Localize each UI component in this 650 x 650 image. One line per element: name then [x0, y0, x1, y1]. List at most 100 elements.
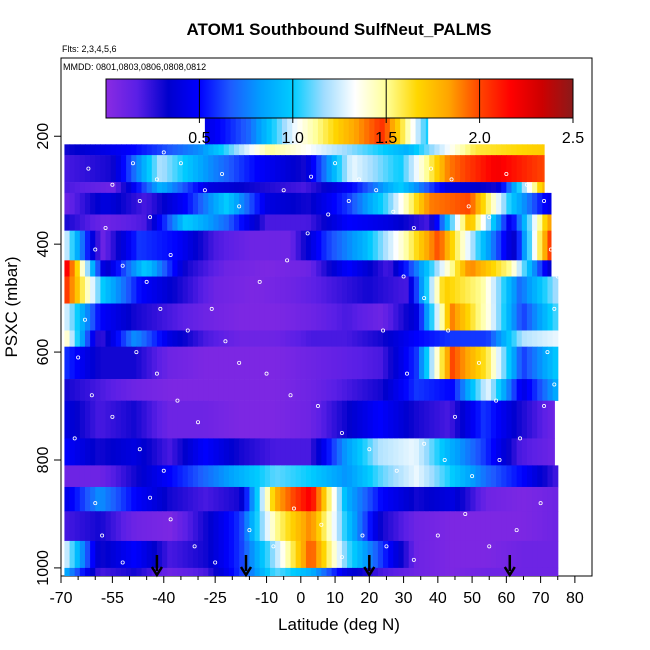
heatmap-cell [418, 303, 425, 331]
heatmap-cell [208, 400, 215, 439]
heatmap-cell [316, 330, 322, 347]
heatmap-cell [295, 260, 302, 277]
heatmap-cell [331, 260, 338, 277]
heatmap-cell [256, 103, 263, 145]
heatmap-cell [398, 144, 405, 156]
heatmap-cell [511, 260, 518, 277]
heatmap-cell [418, 330, 425, 347]
heatmap-cell [110, 379, 117, 401]
heatmap-cell [305, 567, 312, 576]
heatmap-cell [526, 230, 533, 261]
heatmap-cell [64, 346, 71, 380]
sample-point [209, 306, 214, 311]
heatmap-cell [64, 438, 71, 466]
heatmap-cell [244, 182, 251, 194]
heatmap-cell [172, 182, 179, 194]
heatmap-cell [141, 182, 148, 194]
heatmap-cell [485, 155, 492, 183]
heatmap-cell [454, 379, 461, 401]
heatmap-cell [413, 303, 420, 331]
heatmap-cell [532, 155, 538, 183]
heatmap-cell [90, 486, 96, 512]
heatmap-cell [90, 330, 96, 347]
sample-point [288, 393, 293, 398]
heatmap-cell [300, 182, 307, 194]
heatmap-cell [198, 144, 204, 156]
heatmap-cell [413, 214, 420, 231]
heatmap-cell [347, 155, 353, 183]
heatmap-cell [516, 346, 523, 380]
sample-point [93, 501, 98, 506]
heatmap-cell [192, 214, 199, 231]
heatmap-cell [244, 155, 251, 183]
heatmap-cell [126, 438, 132, 466]
heatmap-cell [413, 379, 420, 401]
heatmap-cell [470, 486, 477, 512]
heatmap-cell [331, 486, 338, 512]
heatmap-cell [295, 438, 302, 466]
heatmap-cell [439, 330, 446, 347]
heatmap-cell [470, 230, 477, 261]
heatmap-cell [490, 144, 497, 156]
heatmap-cell [511, 214, 518, 231]
heatmap-cell [146, 230, 153, 261]
heatmap-cell [449, 346, 456, 380]
heatmap-cell [403, 155, 410, 183]
heatmap-cell [352, 276, 358, 304]
heatmap-cell [182, 438, 189, 466]
heatmap-cell [321, 303, 328, 331]
heatmap-cell [521, 511, 528, 542]
heatmap-cell [480, 303, 487, 331]
heatmap-cell [198, 540, 204, 569]
sample-point [487, 544, 492, 549]
heatmap-cell [280, 260, 286, 277]
heatmap-cell [542, 511, 549, 542]
flight-arrow-head [239, 566, 253, 578]
heatmap-cell [424, 438, 430, 466]
heatmap-cell [218, 346, 225, 380]
heatmap-cell [223, 346, 230, 380]
heatmap-cell [295, 400, 302, 439]
flight-arrow-head [503, 566, 516, 578]
heatmap-cell [234, 540, 240, 569]
heatmap-cell [490, 214, 497, 231]
heatmap-cell [424, 486, 430, 512]
heatmap-cell [234, 230, 240, 261]
heatmap-cell [429, 511, 436, 542]
heatmap-cell [331, 465, 338, 488]
heatmap-cell [223, 379, 230, 401]
heatmap-cell [475, 155, 482, 183]
heatmap-cell [300, 144, 307, 156]
heatmap-cell [239, 276, 245, 304]
heatmap-cell [485, 182, 492, 194]
heatmap-cell [413, 465, 420, 488]
heatmap-cell [126, 486, 132, 512]
heatmap-cell [95, 155, 101, 183]
heatmap-cell [305, 303, 312, 331]
heatmap-cell [336, 303, 343, 331]
heatmap-cell [269, 540, 276, 569]
heatmap-cell [434, 214, 441, 231]
heatmap-cell [187, 540, 194, 569]
heatmap-cell [501, 379, 507, 401]
heatmap-cell [90, 182, 96, 194]
heatmap-cell [126, 182, 132, 194]
heatmap-cell [316, 346, 322, 380]
heatmap-cell [208, 465, 215, 488]
heatmap-cell [362, 465, 369, 488]
heatmap-cell [465, 567, 471, 576]
heatmap-cell [79, 465, 86, 488]
heatmap-cell [218, 330, 225, 347]
heatmap-cell [521, 182, 528, 194]
heatmap-cell [110, 486, 117, 512]
heatmap-cell [192, 567, 199, 576]
heatmap-cell [542, 330, 549, 347]
heatmap-cell [239, 144, 245, 156]
heatmap-cell [182, 330, 189, 347]
heatmap-cell [511, 379, 518, 401]
heatmap-cell [501, 230, 507, 261]
heatmap-cell [532, 330, 538, 347]
heatmap-cell [532, 511, 538, 542]
heatmap-cell [506, 486, 513, 512]
heatmap-cell [372, 260, 379, 277]
